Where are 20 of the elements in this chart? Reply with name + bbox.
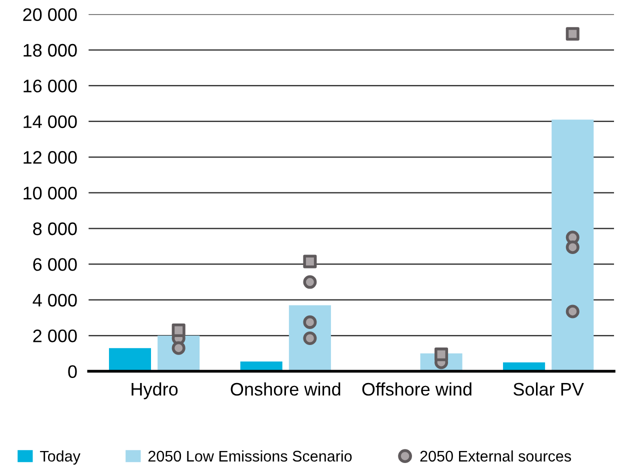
y-tick-label: 12 000 — [24, 151, 77, 164]
x-tick-label: Onshore wind — [230, 382, 340, 396]
y-tick-label: 0 — [68, 365, 77, 378]
x-tick-label: Hydro — [132, 382, 178, 400]
legend-label: 2050 External sources — [420, 450, 572, 462]
y-tick-label: 20 000 — [23, 8, 77, 21]
y-tick-label: 6 000 — [33, 258, 77, 271]
y-tick-label: 18 000 — [24, 44, 77, 57]
x-tick-label: Offshore wind — [362, 382, 472, 396]
legend-label: Today — [40, 450, 80, 465]
legend-label: 2050 Low Emissions Scenario — [148, 450, 352, 462]
y-tick-label: 2 000 — [33, 330, 77, 342]
y-tick-label: 14 000 — [24, 115, 77, 128]
bar — [108, 348, 152, 372]
x-tick-label: Solar PV — [514, 382, 584, 396]
y-tick-label: 4 000 — [32, 294, 77, 307]
y-tick-label: 8 000 — [33, 222, 77, 236]
y-tick-label: 10 000 — [24, 186, 77, 200]
y-tick-label: 16 000 — [24, 80, 77, 92]
bar — [552, 120, 594, 372]
